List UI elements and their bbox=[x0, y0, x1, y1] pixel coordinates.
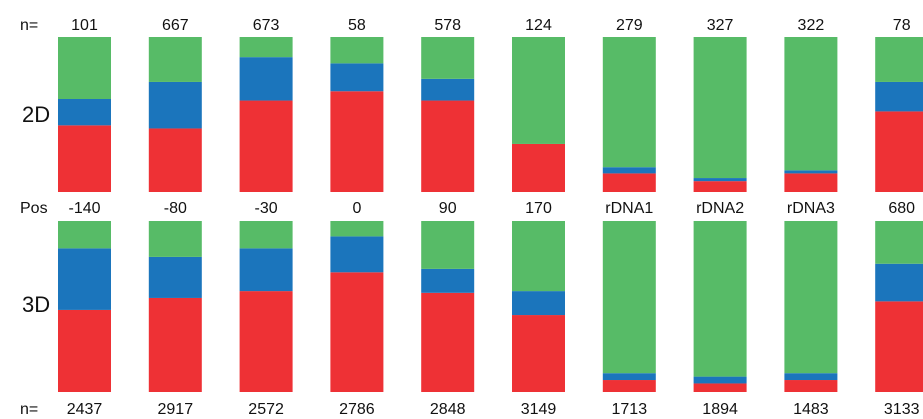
bar-segment-2d-red-5 bbox=[512, 143, 565, 192]
bar-segment-2d-blue-8 bbox=[784, 170, 838, 174]
bar-segment-2d-blue-6 bbox=[602, 167, 656, 174]
bar-segment-3d-blue-8 bbox=[784, 373, 838, 381]
bar-segment-3d-green-4 bbox=[421, 221, 475, 269]
bar-segment-3d-red-0 bbox=[58, 309, 111, 392]
bar-segment-2d-green-1 bbox=[148, 37, 202, 82]
bar-segment-2d-green-7 bbox=[693, 37, 747, 179]
bar-segment-3d-red-6 bbox=[602, 380, 656, 392]
count-label-2d-2: 673 bbox=[253, 17, 280, 34]
position-tick-label-6: rDNA1 bbox=[605, 200, 653, 217]
count-label-2d-9: 78 bbox=[893, 17, 911, 34]
bar-segment-3d-green-9 bbox=[875, 221, 923, 264]
count-label-3d-6: 1713 bbox=[612, 401, 648, 418]
count-prefix-bottom: n= bbox=[20, 401, 38, 418]
bar-segment-2d-red-8 bbox=[784, 173, 838, 192]
bar-segment-2d-green-3 bbox=[330, 37, 384, 64]
bar-segment-2d-green-0 bbox=[58, 37, 111, 99]
bar-segment-2d-red-6 bbox=[602, 173, 656, 192]
bar-segment-3d-red-9 bbox=[875, 301, 923, 392]
count-label-3d-1: 2917 bbox=[158, 401, 194, 418]
position-tick-label-3: 0 bbox=[352, 200, 361, 217]
bar-segment-2d-blue-9 bbox=[875, 81, 923, 112]
bar-segment-3d-red-8 bbox=[784, 380, 838, 392]
bar-segment-3d-green-1 bbox=[148, 221, 202, 257]
bar-segment-3d-green-8 bbox=[784, 221, 838, 374]
bar-segment-2d-blue-3 bbox=[330, 63, 384, 92]
position-tick-label-5: 170 bbox=[525, 200, 552, 217]
bar-segment-3d-red-4 bbox=[421, 292, 475, 392]
bar-segment-2d-blue-7 bbox=[693, 178, 747, 182]
count-label-3d-5: 3149 bbox=[521, 401, 557, 418]
bar-segment-2d-green-6 bbox=[602, 37, 656, 168]
count-label-3d-9: 3133 bbox=[884, 401, 920, 418]
bar-segment-2d-green-8 bbox=[784, 37, 838, 171]
bar-segment-3d-green-6 bbox=[602, 221, 656, 374]
panel-2d-label: 2D bbox=[22, 102, 50, 127]
count-label-2d-7: 327 bbox=[707, 17, 734, 34]
panel-3d-label: 3D bbox=[22, 292, 50, 317]
bar-segment-3d-blue-0 bbox=[58, 248, 111, 310]
position-tick-label-2: -30 bbox=[255, 200, 278, 217]
bars-layer bbox=[58, 37, 923, 392]
bar-segment-2d-blue-1 bbox=[148, 81, 202, 129]
count-label-3d-4: 2848 bbox=[430, 401, 466, 418]
bar-segment-3d-green-5 bbox=[512, 221, 565, 292]
bar-segment-3d-green-3 bbox=[330, 221, 384, 237]
bar-segment-2d-green-5 bbox=[512, 37, 565, 144]
count-label-3d-2: 2572 bbox=[248, 401, 284, 418]
count-label-2d-6: 279 bbox=[616, 17, 643, 34]
bar-segment-3d-blue-6 bbox=[602, 373, 656, 381]
bar-segment-3d-red-7 bbox=[693, 383, 747, 392]
count-label-2d-5: 124 bbox=[525, 17, 552, 34]
position-tick-label-9: 680 bbox=[888, 200, 915, 217]
bar-segment-3d-blue-5 bbox=[512, 291, 565, 316]
count-label-2d-1: 667 bbox=[162, 17, 189, 34]
position-tick-label-1: -80 bbox=[164, 200, 187, 217]
bar-segment-2d-red-0 bbox=[58, 125, 111, 192]
bar-segment-3d-red-1 bbox=[148, 297, 202, 392]
bar-segment-2d-red-2 bbox=[239, 100, 293, 192]
bar-segment-2d-red-9 bbox=[875, 111, 923, 192]
bar-segment-2d-blue-2 bbox=[239, 57, 293, 101]
position-prefix: Pos bbox=[20, 200, 48, 217]
bar-segment-3d-blue-1 bbox=[148, 256, 202, 298]
position-tick-label-7: rDNA2 bbox=[696, 200, 744, 217]
bar-segment-2d-green-4 bbox=[421, 37, 475, 79]
labels-layer: 101 667 673 58 578 124 279 327 322 78 2437 2917 2572… bbox=[67, 17, 920, 418]
bar-segment-2d-green-2 bbox=[239, 37, 293, 58]
count-prefix-top: n= bbox=[20, 17, 38, 34]
bar-segment-2d-blue-0 bbox=[58, 99, 111, 126]
count-label-2d-4: 578 bbox=[434, 17, 461, 34]
bar-segment-3d-blue-9 bbox=[875, 263, 923, 302]
bar-segment-2d-green-9 bbox=[875, 37, 923, 82]
count-label-3d-7: 1894 bbox=[702, 401, 738, 418]
bar-segment-3d-red-3 bbox=[330, 272, 384, 392]
bar-segment-3d-blue-7 bbox=[693, 376, 747, 384]
bar-segment-3d-green-0 bbox=[58, 221, 111, 249]
count-label-3d-0: 2437 bbox=[67, 401, 103, 418]
bar-segment-3d-green-7 bbox=[693, 221, 747, 377]
position-tick-label-4: 90 bbox=[439, 200, 457, 217]
count-label-3d-3: 2786 bbox=[339, 401, 375, 418]
bar-segment-3d-green-2 bbox=[239, 221, 293, 249]
bar-segment-2d-red-4 bbox=[421, 100, 475, 192]
bar-segment-3d-blue-4 bbox=[421, 268, 475, 293]
position-tick-label-8: rDNA3 bbox=[787, 200, 835, 217]
count-label-2d-0: 101 bbox=[71, 17, 98, 34]
bar-segment-2d-red-3 bbox=[330, 91, 384, 192]
bar-segment-2d-blue-4 bbox=[421, 78, 475, 101]
bar-segment-3d-blue-3 bbox=[330, 236, 384, 273]
bar-segment-2d-red-7 bbox=[693, 181, 747, 192]
count-label-2d-8: 322 bbox=[798, 17, 825, 34]
count-label-3d-8: 1483 bbox=[793, 401, 829, 418]
bar-segment-3d-red-2 bbox=[239, 291, 293, 392]
bar-segment-3d-blue-2 bbox=[239, 248, 293, 292]
bar-segment-3d-red-5 bbox=[512, 315, 565, 392]
bar-segment-2d-red-1 bbox=[148, 128, 202, 192]
count-label-2d-3: 58 bbox=[348, 17, 366, 34]
position-tick-label-0: -140 bbox=[68, 200, 100, 217]
